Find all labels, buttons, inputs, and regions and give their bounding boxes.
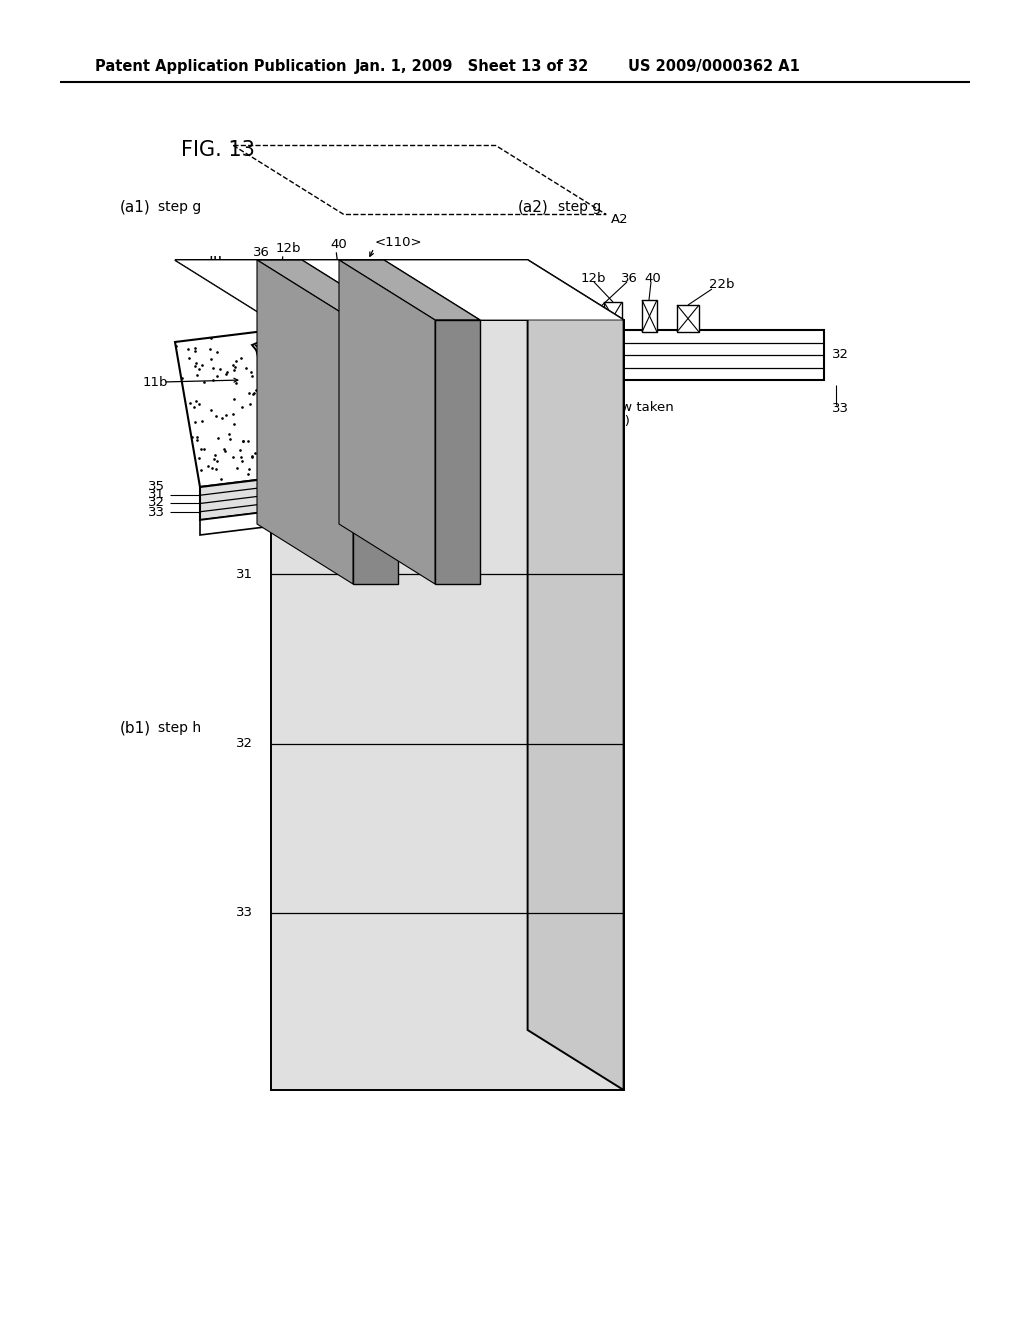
Polygon shape (339, 260, 480, 319)
Text: step g: step g (158, 201, 202, 214)
Text: 12b: 12b (581, 272, 606, 285)
Text: 36: 36 (530, 312, 547, 325)
Text: 36: 36 (287, 536, 303, 549)
Text: A2: A2 (611, 213, 629, 226)
Text: 32: 32 (507, 348, 524, 362)
Text: 21b: 21b (433, 424, 459, 437)
Polygon shape (200, 455, 460, 520)
Text: 31: 31 (236, 568, 253, 581)
Polygon shape (257, 260, 353, 583)
Bar (534, 330, 824, 380)
Polygon shape (677, 305, 699, 333)
Text: FIG. 13: FIG. 13 (181, 140, 255, 160)
Text: 33: 33 (831, 401, 849, 414)
Polygon shape (642, 300, 657, 333)
Text: 32: 32 (466, 393, 483, 407)
Text: 35: 35 (148, 480, 165, 494)
Text: (b1): (b1) (120, 721, 152, 735)
Polygon shape (255, 325, 315, 412)
Polygon shape (325, 298, 395, 385)
Text: 24: 24 (453, 739, 469, 752)
Text: 11b: 11b (143, 375, 169, 388)
Polygon shape (562, 305, 584, 333)
Polygon shape (604, 302, 622, 333)
Polygon shape (290, 385, 355, 440)
Text: (a1): (a1) (120, 199, 151, 214)
Text: along  III-III): along III-III) (552, 416, 630, 429)
Text: 33: 33 (236, 907, 253, 920)
Text: 32: 32 (236, 737, 253, 750)
Text: <110>: <110> (375, 235, 423, 248)
Polygon shape (257, 260, 398, 319)
Text: 32: 32 (435, 462, 452, 474)
Text: (sectional view taken: (sectional view taken (532, 401, 674, 414)
Text: Patent Application Publication: Patent Application Publication (95, 59, 346, 74)
Text: III: III (208, 256, 222, 271)
Text: (a2): (a2) (518, 199, 549, 214)
Text: 22b: 22b (709, 279, 734, 292)
Polygon shape (252, 297, 380, 356)
Polygon shape (384, 260, 624, 319)
Polygon shape (353, 319, 398, 583)
Polygon shape (175, 260, 624, 319)
Text: 12b: 12b (276, 242, 301, 255)
Polygon shape (175, 260, 353, 319)
Polygon shape (302, 260, 435, 319)
Polygon shape (175, 310, 460, 487)
Text: 40: 40 (330, 238, 347, 251)
Text: 36: 36 (253, 246, 270, 259)
Polygon shape (339, 260, 435, 583)
Text: step h: step h (158, 721, 201, 735)
Polygon shape (200, 488, 460, 535)
Text: 40: 40 (644, 272, 660, 285)
Text: 32: 32 (831, 348, 849, 362)
Text: US 2009/0000362 A1: US 2009/0000362 A1 (628, 59, 800, 74)
Text: step g: step g (558, 201, 601, 214)
Text: 32: 32 (148, 496, 165, 510)
Text: 33: 33 (148, 506, 165, 519)
Text: III: III (445, 342, 460, 358)
Polygon shape (435, 319, 480, 583)
Polygon shape (271, 319, 624, 1090)
Text: Jan. 1, 2009   Sheet 13 of 32: Jan. 1, 2009 Sheet 13 of 32 (355, 59, 589, 74)
Polygon shape (435, 310, 460, 488)
Text: 31: 31 (148, 488, 165, 502)
Text: 36: 36 (621, 272, 638, 285)
Text: 22b: 22b (432, 304, 458, 317)
Polygon shape (527, 260, 624, 1090)
Text: 23: 23 (355, 738, 372, 751)
